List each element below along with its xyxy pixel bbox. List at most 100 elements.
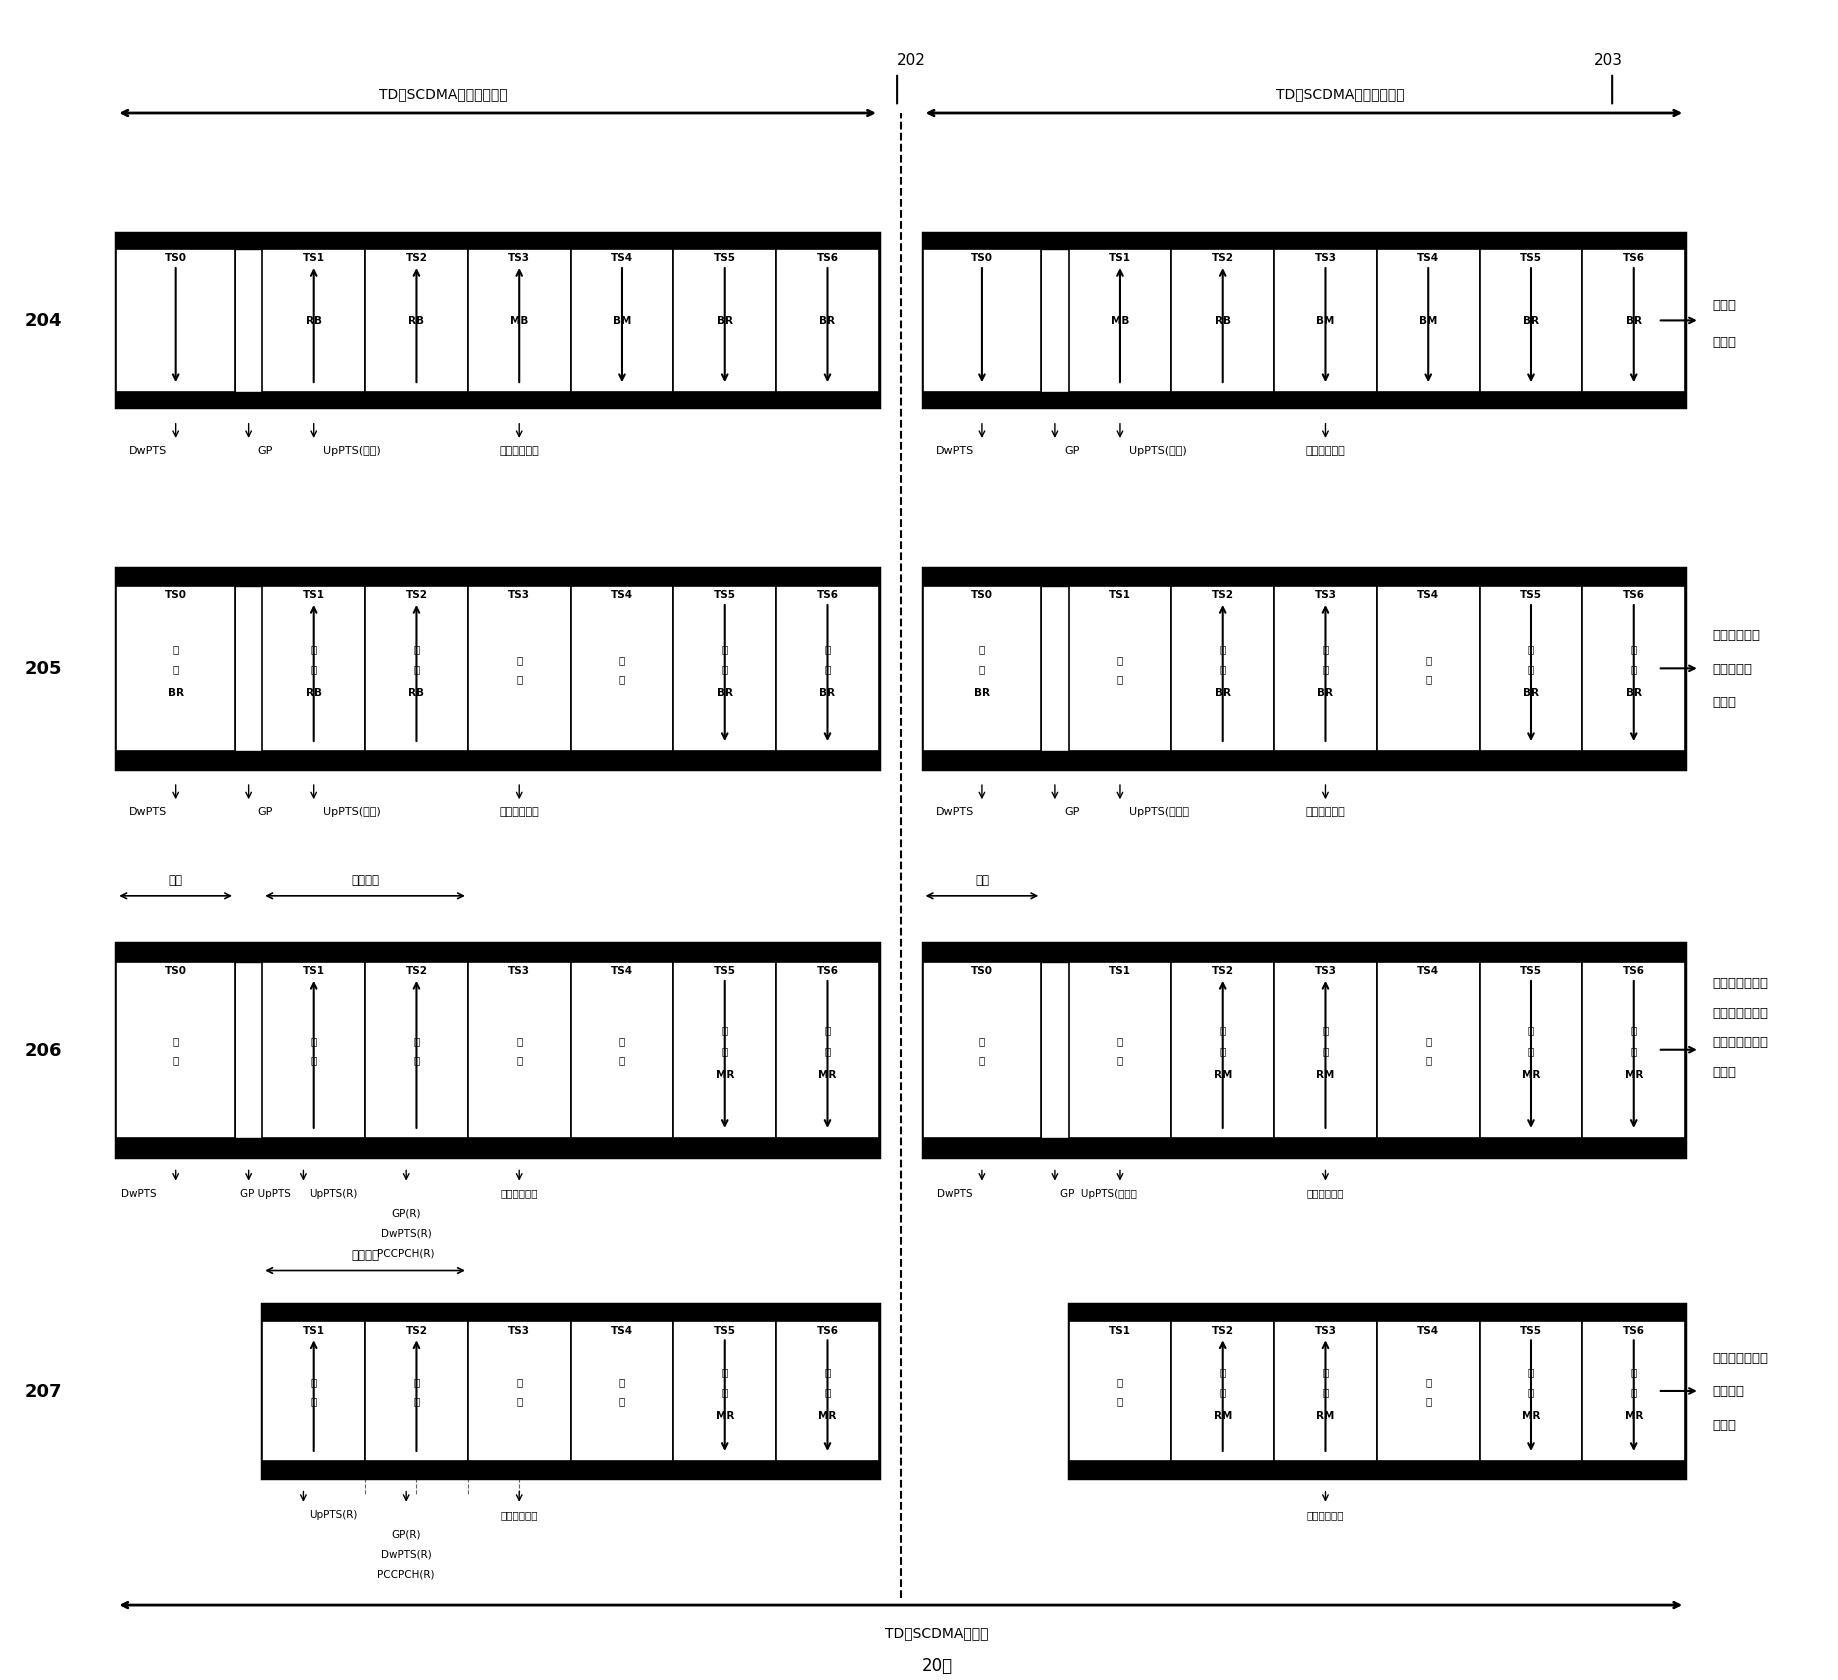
Text: TS1: TS1 xyxy=(1108,590,1130,600)
Text: GP  UpPTS(发射）: GP UpPTS(发射） xyxy=(1061,1188,1138,1198)
Text: RB: RB xyxy=(1215,316,1231,326)
Text: GP UpPTS: GP UpPTS xyxy=(239,1188,290,1198)
Text: TS2: TS2 xyxy=(406,590,428,600)
Text: MR: MR xyxy=(818,1410,836,1420)
Text: TS6: TS6 xyxy=(816,590,838,600)
Text: 基站的: 基站的 xyxy=(1713,299,1737,312)
Text: 中继器面向终端: 中继器面向终端 xyxy=(1713,976,1768,990)
Text: MR: MR xyxy=(818,1068,836,1079)
Bar xyxy=(1068,1322,1171,1460)
Bar xyxy=(923,586,1040,751)
Text: 收: 收 xyxy=(722,664,728,674)
Text: TD－SCDMA子帧（偶数）: TD－SCDMA子帧（偶数） xyxy=(1276,87,1404,101)
Bar xyxy=(1480,250,1583,393)
Bar xyxy=(1171,250,1274,393)
Text: 接: 接 xyxy=(1630,1366,1638,1376)
Text: TS2: TS2 xyxy=(406,1326,428,1336)
Text: 空: 空 xyxy=(619,655,625,665)
Text: 的端口的: 的端口的 xyxy=(1713,1384,1744,1398)
Bar xyxy=(1480,1322,1583,1460)
Text: TS4: TS4 xyxy=(610,966,632,976)
Bar xyxy=(923,568,1685,769)
Bar xyxy=(263,1322,366,1460)
Text: 空: 空 xyxy=(1424,655,1432,665)
Text: TS6: TS6 xyxy=(816,966,838,976)
Text: 射: 射 xyxy=(1220,1386,1226,1396)
Text: TS0: TS0 xyxy=(970,254,993,264)
Bar xyxy=(1274,1322,1377,1460)
Bar xyxy=(1583,963,1685,1137)
Text: 闲: 闲 xyxy=(1424,1396,1432,1406)
Text: TS4: TS4 xyxy=(610,1326,632,1336)
Text: 帧结构: 帧结构 xyxy=(1713,696,1737,709)
Text: TS1: TS1 xyxy=(303,966,325,976)
Bar xyxy=(366,963,469,1137)
Text: TS5: TS5 xyxy=(713,590,735,600)
Text: TS2: TS2 xyxy=(1211,590,1233,600)
Bar xyxy=(1068,586,1171,751)
Text: 空闲: 空闲 xyxy=(974,874,989,887)
Bar xyxy=(776,1322,879,1460)
Text: 空: 空 xyxy=(516,655,522,665)
Text: 收: 收 xyxy=(1630,664,1638,674)
Text: 闲: 闲 xyxy=(516,1055,522,1065)
Text: 闲: 闲 xyxy=(1424,674,1432,684)
Bar xyxy=(923,234,1685,408)
Bar xyxy=(923,963,1040,1137)
Text: 202: 202 xyxy=(897,54,926,67)
Text: 收: 收 xyxy=(722,1386,728,1396)
Text: 闲: 闲 xyxy=(619,674,625,684)
Text: 收: 收 xyxy=(825,664,831,674)
Bar xyxy=(570,586,673,751)
Text: RB: RB xyxy=(305,316,322,326)
Bar xyxy=(1377,1322,1480,1460)
Text: TS3: TS3 xyxy=(509,1326,529,1336)
Text: BR: BR xyxy=(717,689,733,697)
Text: TS2: TS2 xyxy=(406,254,428,264)
Bar xyxy=(1583,250,1685,393)
Bar xyxy=(673,250,776,393)
Text: DwPTS: DwPTS xyxy=(936,445,974,455)
Text: 接: 接 xyxy=(173,643,178,654)
Text: 射: 射 xyxy=(1322,1386,1329,1396)
Text: TS4: TS4 xyxy=(1417,254,1439,264)
Bar xyxy=(366,250,469,393)
Text: 中继器面向基: 中继器面向基 xyxy=(1713,628,1761,642)
Text: 空: 空 xyxy=(1118,655,1123,665)
Text: TS1: TS1 xyxy=(1108,966,1130,976)
Text: TD－SCDMA子帧（奇数）: TD－SCDMA子帧（奇数） xyxy=(379,87,507,101)
Text: 的端口的帧结构: 的端口的帧结构 xyxy=(1713,1006,1768,1020)
Text: 203: 203 xyxy=(1594,54,1623,67)
Text: 收: 收 xyxy=(825,1045,831,1055)
Text: TS6: TS6 xyxy=(816,254,838,264)
Text: 闲: 闲 xyxy=(1424,1055,1432,1065)
Text: 展: 展 xyxy=(414,1396,419,1406)
Text: 上下行转换点: 上下行转换点 xyxy=(500,1509,539,1519)
Text: UpPTS(发射）: UpPTS(发射） xyxy=(1129,806,1189,816)
Text: TS5: TS5 xyxy=(1520,254,1542,264)
Text: BR: BR xyxy=(1524,316,1538,326)
Text: BM: BM xyxy=(612,316,630,326)
Text: 上下行转换点: 上下行转换点 xyxy=(1305,445,1345,455)
Text: GP: GP xyxy=(257,445,274,455)
Text: 发: 发 xyxy=(1220,1366,1226,1376)
Bar xyxy=(1274,586,1377,751)
Text: TS0: TS0 xyxy=(970,966,993,976)
Text: 发: 发 xyxy=(311,1037,316,1045)
Text: TS4: TS4 xyxy=(1417,1326,1439,1336)
Text: BM: BM xyxy=(1419,316,1437,326)
Text: 收: 收 xyxy=(722,1045,728,1055)
Text: 新增时隙: 新增时隙 xyxy=(351,874,379,887)
Text: GP: GP xyxy=(1064,445,1079,455)
Bar xyxy=(776,586,879,751)
Text: TS2: TS2 xyxy=(1211,1326,1233,1336)
Text: 闲: 闲 xyxy=(619,1396,625,1406)
Bar xyxy=(923,942,1685,1158)
Text: 接: 接 xyxy=(980,643,985,654)
Text: MR: MR xyxy=(715,1410,733,1420)
Text: 发: 发 xyxy=(1322,1366,1329,1376)
Text: TS6: TS6 xyxy=(1623,966,1645,976)
Text: TS5: TS5 xyxy=(1520,966,1542,976)
Text: BR: BR xyxy=(820,316,836,326)
Text: RB: RB xyxy=(305,689,322,697)
